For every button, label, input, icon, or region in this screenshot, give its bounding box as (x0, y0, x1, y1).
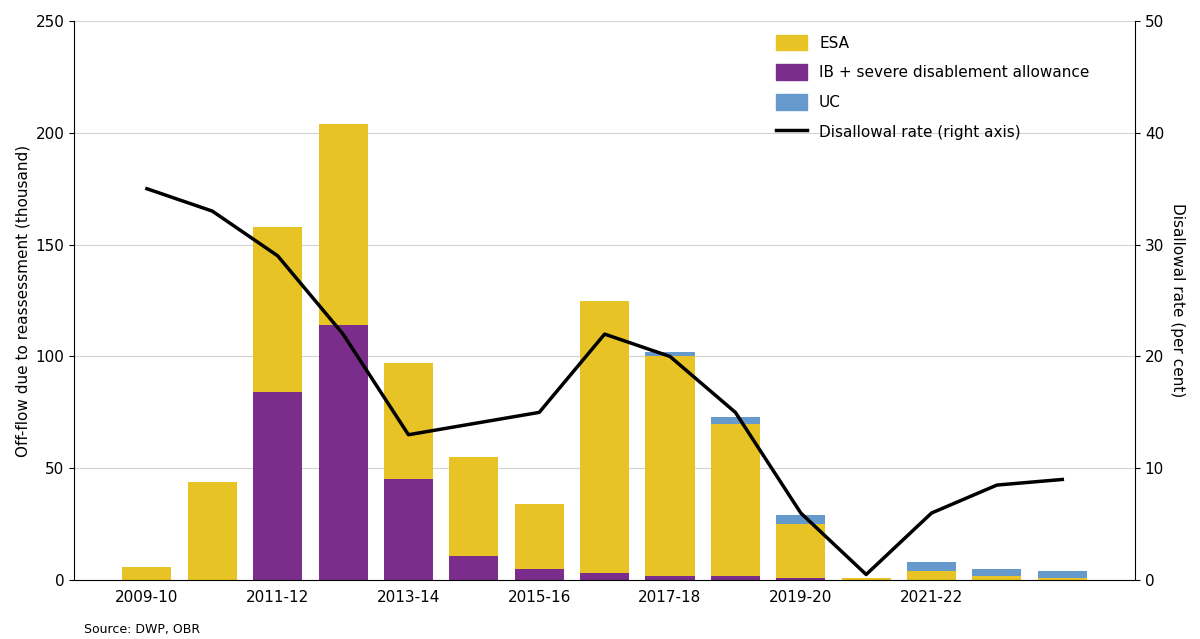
Bar (1038, 571, 1087, 578)
Bar (972, 576, 1021, 580)
Bar (318, 325, 367, 580)
Bar (384, 479, 433, 580)
Bar (907, 571, 956, 580)
Y-axis label: Disallowal rate (per cent): Disallowal rate (per cent) (1170, 203, 1186, 397)
Bar (253, 227, 302, 392)
Bar (776, 578, 826, 580)
Bar (776, 524, 826, 578)
Bar (515, 504, 564, 569)
Bar (449, 555, 498, 580)
Legend: ESA, IB + severe disablement allowance, UC, Disallowal rate (right axis): ESA, IB + severe disablement allowance, … (770, 29, 1096, 146)
Bar (318, 124, 367, 325)
Bar (187, 482, 236, 580)
Bar (253, 392, 302, 580)
Bar (710, 576, 760, 580)
Bar (841, 578, 890, 580)
Text: Source: DWP, OBR: Source: DWP, OBR (84, 622, 200, 636)
Bar (972, 569, 1021, 576)
Bar (907, 562, 956, 571)
Bar (646, 576, 695, 580)
Bar (710, 417, 760, 424)
Bar (449, 457, 498, 555)
Bar (710, 424, 760, 576)
Bar (776, 515, 826, 524)
Bar (646, 352, 695, 357)
Bar (1038, 578, 1087, 580)
Bar (384, 363, 433, 479)
Bar (122, 567, 172, 580)
Y-axis label: Off-flow due to reassessment (thousand): Off-flow due to reassessment (thousand) (16, 144, 30, 457)
Bar (580, 300, 629, 573)
Bar (515, 569, 564, 580)
Bar (646, 357, 695, 576)
Bar (580, 573, 629, 580)
